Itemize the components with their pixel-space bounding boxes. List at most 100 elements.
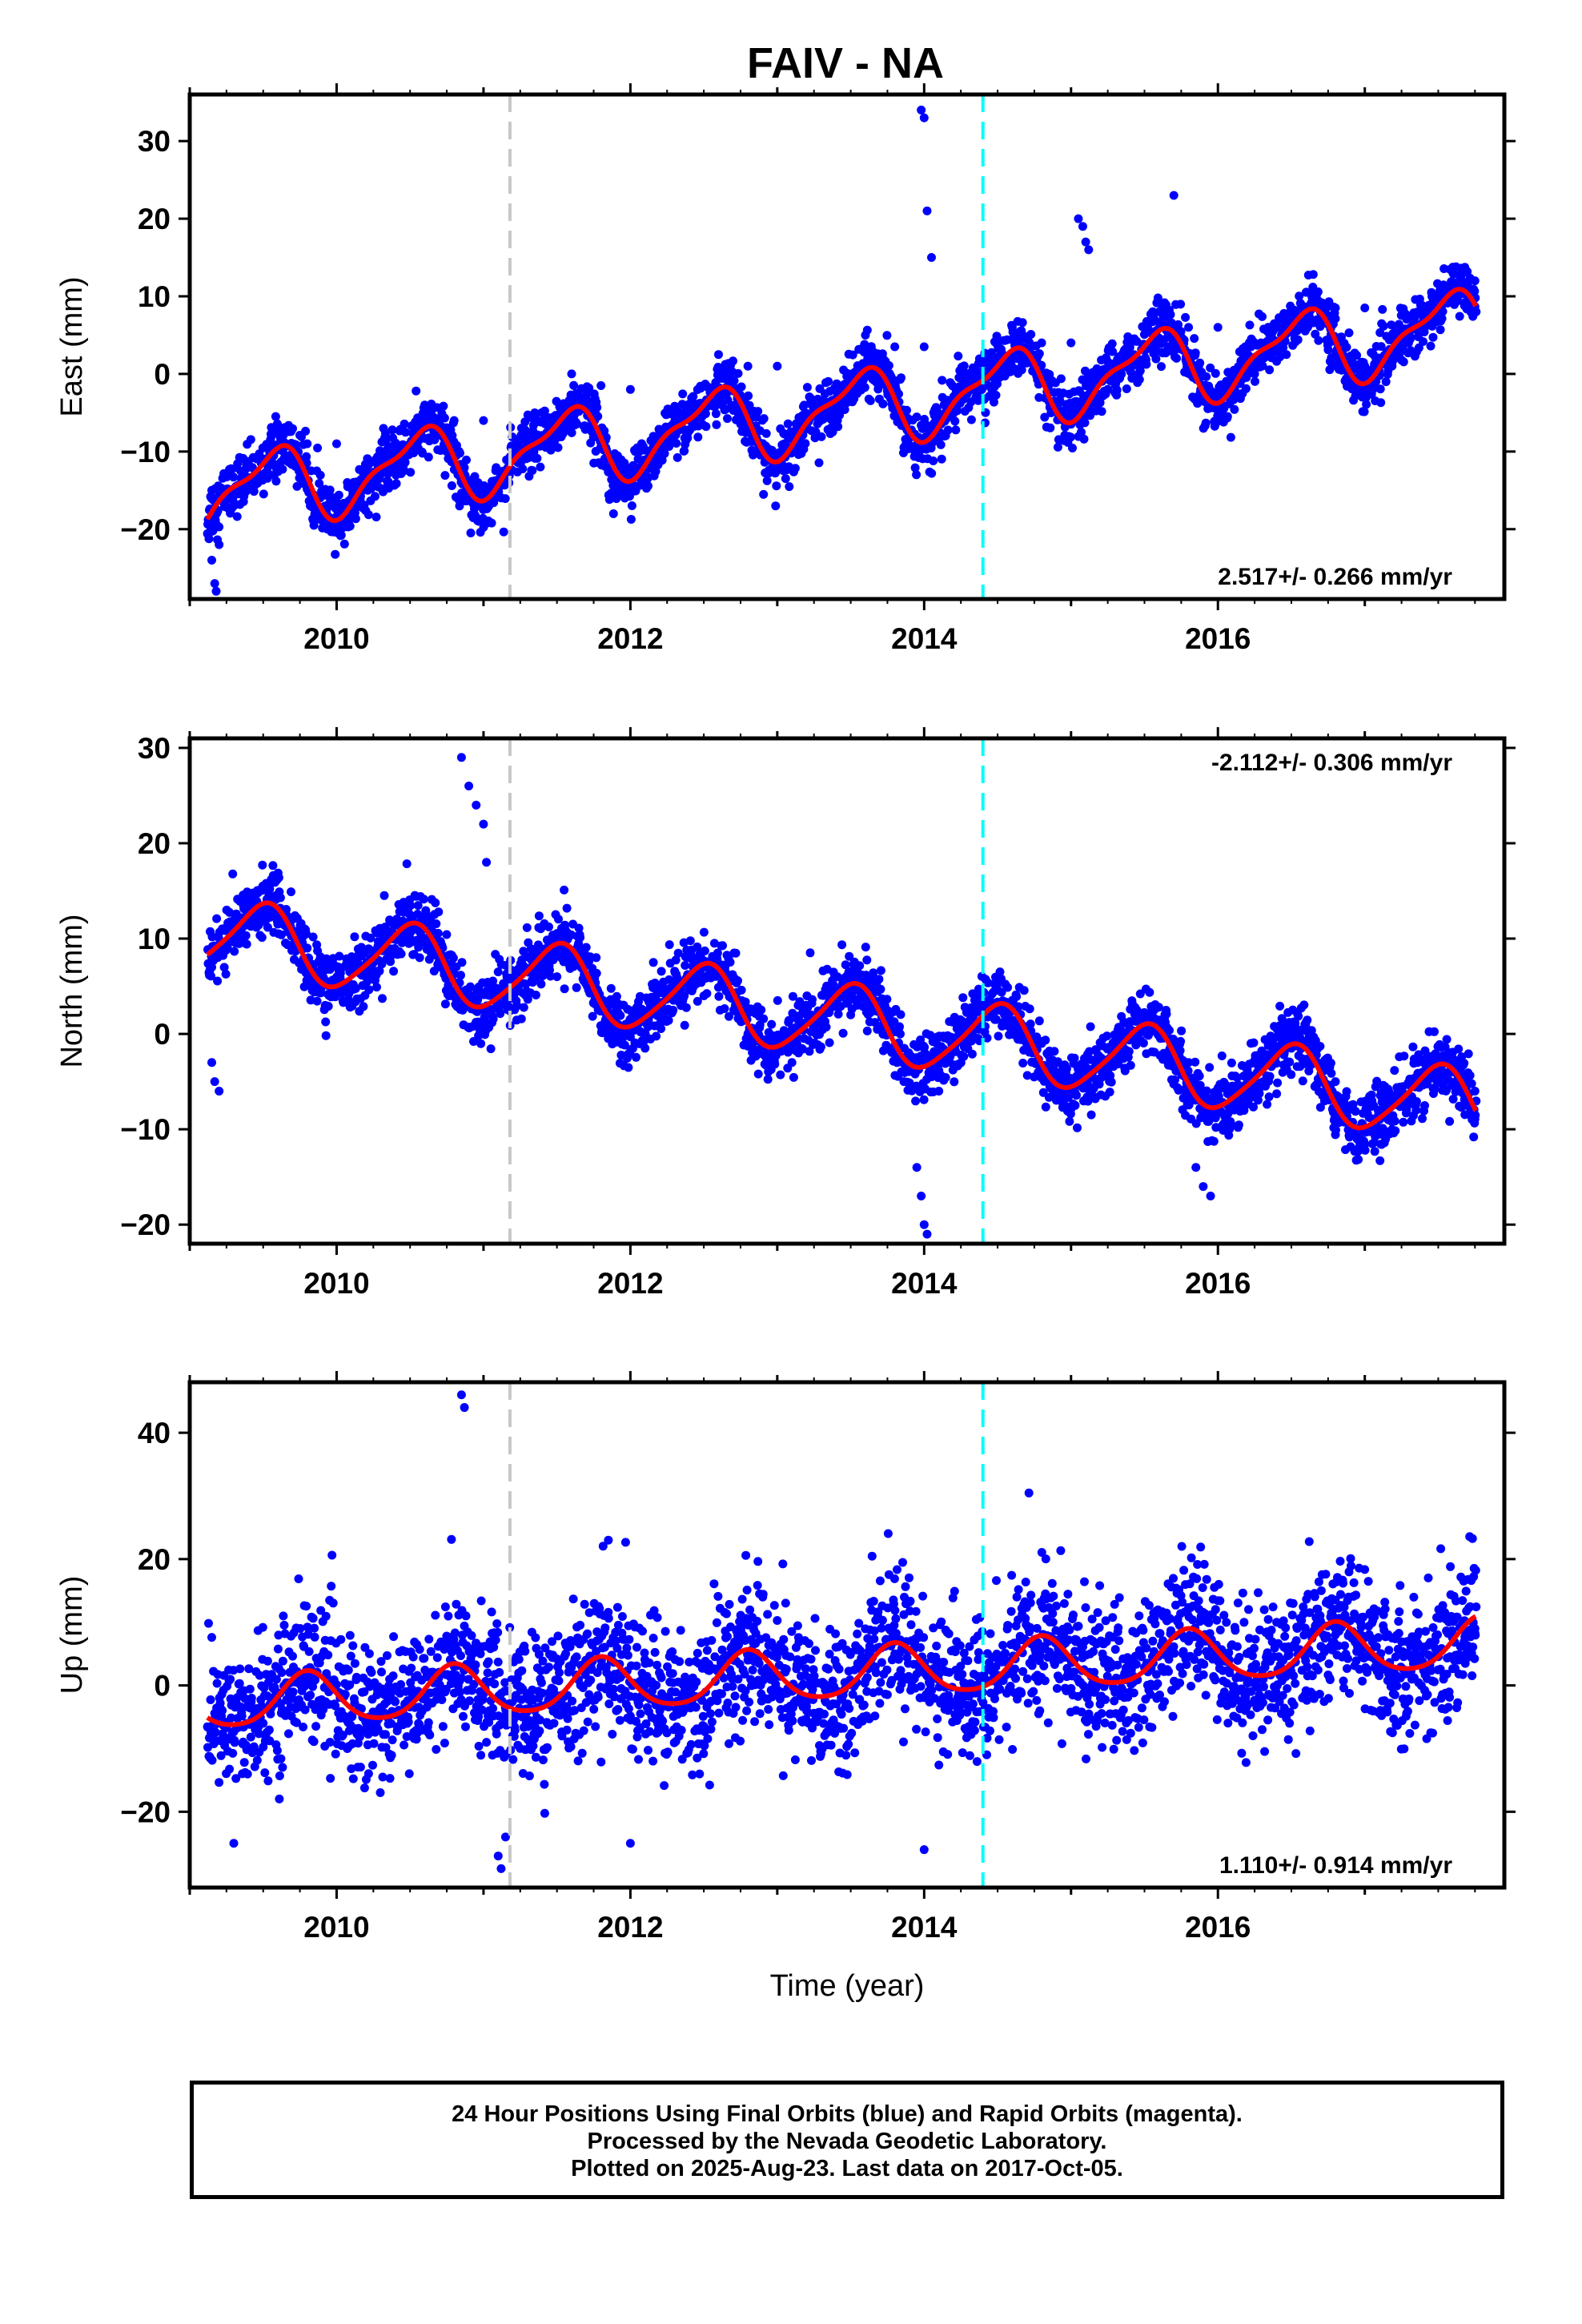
data-point <box>1282 350 1291 360</box>
data-point <box>1251 376 1259 386</box>
data-point <box>1025 1004 1034 1014</box>
data-point <box>592 953 601 963</box>
data-point <box>479 416 488 425</box>
data-point <box>801 439 810 448</box>
data-point <box>406 468 416 477</box>
data-point <box>350 932 359 942</box>
data-point <box>496 1009 505 1019</box>
data-point <box>1195 358 1205 368</box>
data-point <box>620 1040 629 1050</box>
data-point <box>274 873 283 883</box>
data-point <box>400 419 409 428</box>
data-points-north <box>203 753 1481 1239</box>
data-point <box>790 464 800 473</box>
data-point <box>770 1059 780 1069</box>
data-point <box>1018 1059 1028 1068</box>
velocity-rate-text-east: 2.517+/- 0.266 mm/yr <box>1218 564 1452 590</box>
data-point <box>910 463 920 472</box>
data-point <box>1250 369 1259 379</box>
data-point <box>1437 314 1447 324</box>
data-point <box>1406 332 1415 342</box>
data-point <box>413 901 423 911</box>
data-point <box>1037 360 1046 370</box>
data-point <box>359 1002 368 1011</box>
data-point <box>731 948 741 958</box>
data-point <box>1003 983 1013 992</box>
data-point <box>499 527 508 537</box>
data-point <box>1315 322 1325 332</box>
data-point <box>1360 304 1370 313</box>
plot-frame-east <box>187 92 1507 601</box>
data-point <box>1352 351 1362 360</box>
outlier-point <box>215 540 224 549</box>
data-point <box>862 955 872 965</box>
data-point <box>400 457 410 467</box>
data-point <box>894 389 903 399</box>
data-point <box>1470 276 1480 286</box>
data-point <box>1056 374 1066 384</box>
data-point <box>950 416 960 426</box>
data-point <box>967 1049 977 1059</box>
data-point <box>221 969 231 979</box>
data-point <box>1201 418 1211 428</box>
data-point <box>1134 375 1144 384</box>
data-point <box>882 331 892 340</box>
data-point <box>1230 404 1239 414</box>
data-point <box>737 382 746 392</box>
outlier-point <box>207 556 217 565</box>
data-point <box>759 489 769 499</box>
chart-title: FAIV - NA <box>747 39 944 87</box>
data-point <box>936 440 946 449</box>
data-point <box>339 539 349 549</box>
data-point <box>992 332 1002 341</box>
data-point <box>1191 348 1200 358</box>
data-point <box>372 983 381 992</box>
data-point <box>994 1031 1003 1041</box>
data-point <box>809 400 819 410</box>
data-point <box>912 412 921 422</box>
data-point <box>486 1044 496 1054</box>
data-point <box>1107 339 1117 348</box>
data-point <box>382 434 391 444</box>
data-point <box>572 983 581 992</box>
data-point <box>821 1023 831 1031</box>
data-point <box>532 453 542 463</box>
data-point <box>725 1011 733 1021</box>
data-point <box>488 976 498 986</box>
data-point <box>406 901 416 911</box>
data-point <box>302 929 311 939</box>
data-point <box>212 914 222 923</box>
data-point <box>761 428 771 438</box>
data-point <box>366 933 375 943</box>
data-point <box>1314 336 1323 345</box>
data-point <box>855 961 865 971</box>
data-point <box>440 471 450 480</box>
data-point <box>487 518 496 528</box>
data-point <box>966 415 976 424</box>
data-point <box>776 1070 785 1080</box>
data-point <box>953 406 962 416</box>
data-point <box>215 522 224 532</box>
outlier-point <box>1074 214 1083 223</box>
data-point <box>664 1015 673 1025</box>
data-point <box>759 1014 769 1023</box>
data-point <box>488 1014 498 1023</box>
data-point <box>1117 369 1126 379</box>
data-point <box>500 494 510 504</box>
data-point <box>377 468 386 478</box>
data-point <box>576 933 585 943</box>
data-point <box>876 984 885 994</box>
data-point <box>1226 432 1235 442</box>
data-point <box>1097 407 1106 416</box>
data-point <box>335 951 344 961</box>
data-point <box>876 966 885 975</box>
data-point <box>772 481 781 491</box>
data-point <box>838 1028 848 1038</box>
data-point <box>512 1001 522 1011</box>
data-point <box>959 1051 969 1061</box>
data-point <box>1157 362 1166 372</box>
data-point <box>466 529 476 537</box>
data-point <box>522 923 532 932</box>
data-point <box>785 482 794 492</box>
data-point <box>1344 328 1354 338</box>
